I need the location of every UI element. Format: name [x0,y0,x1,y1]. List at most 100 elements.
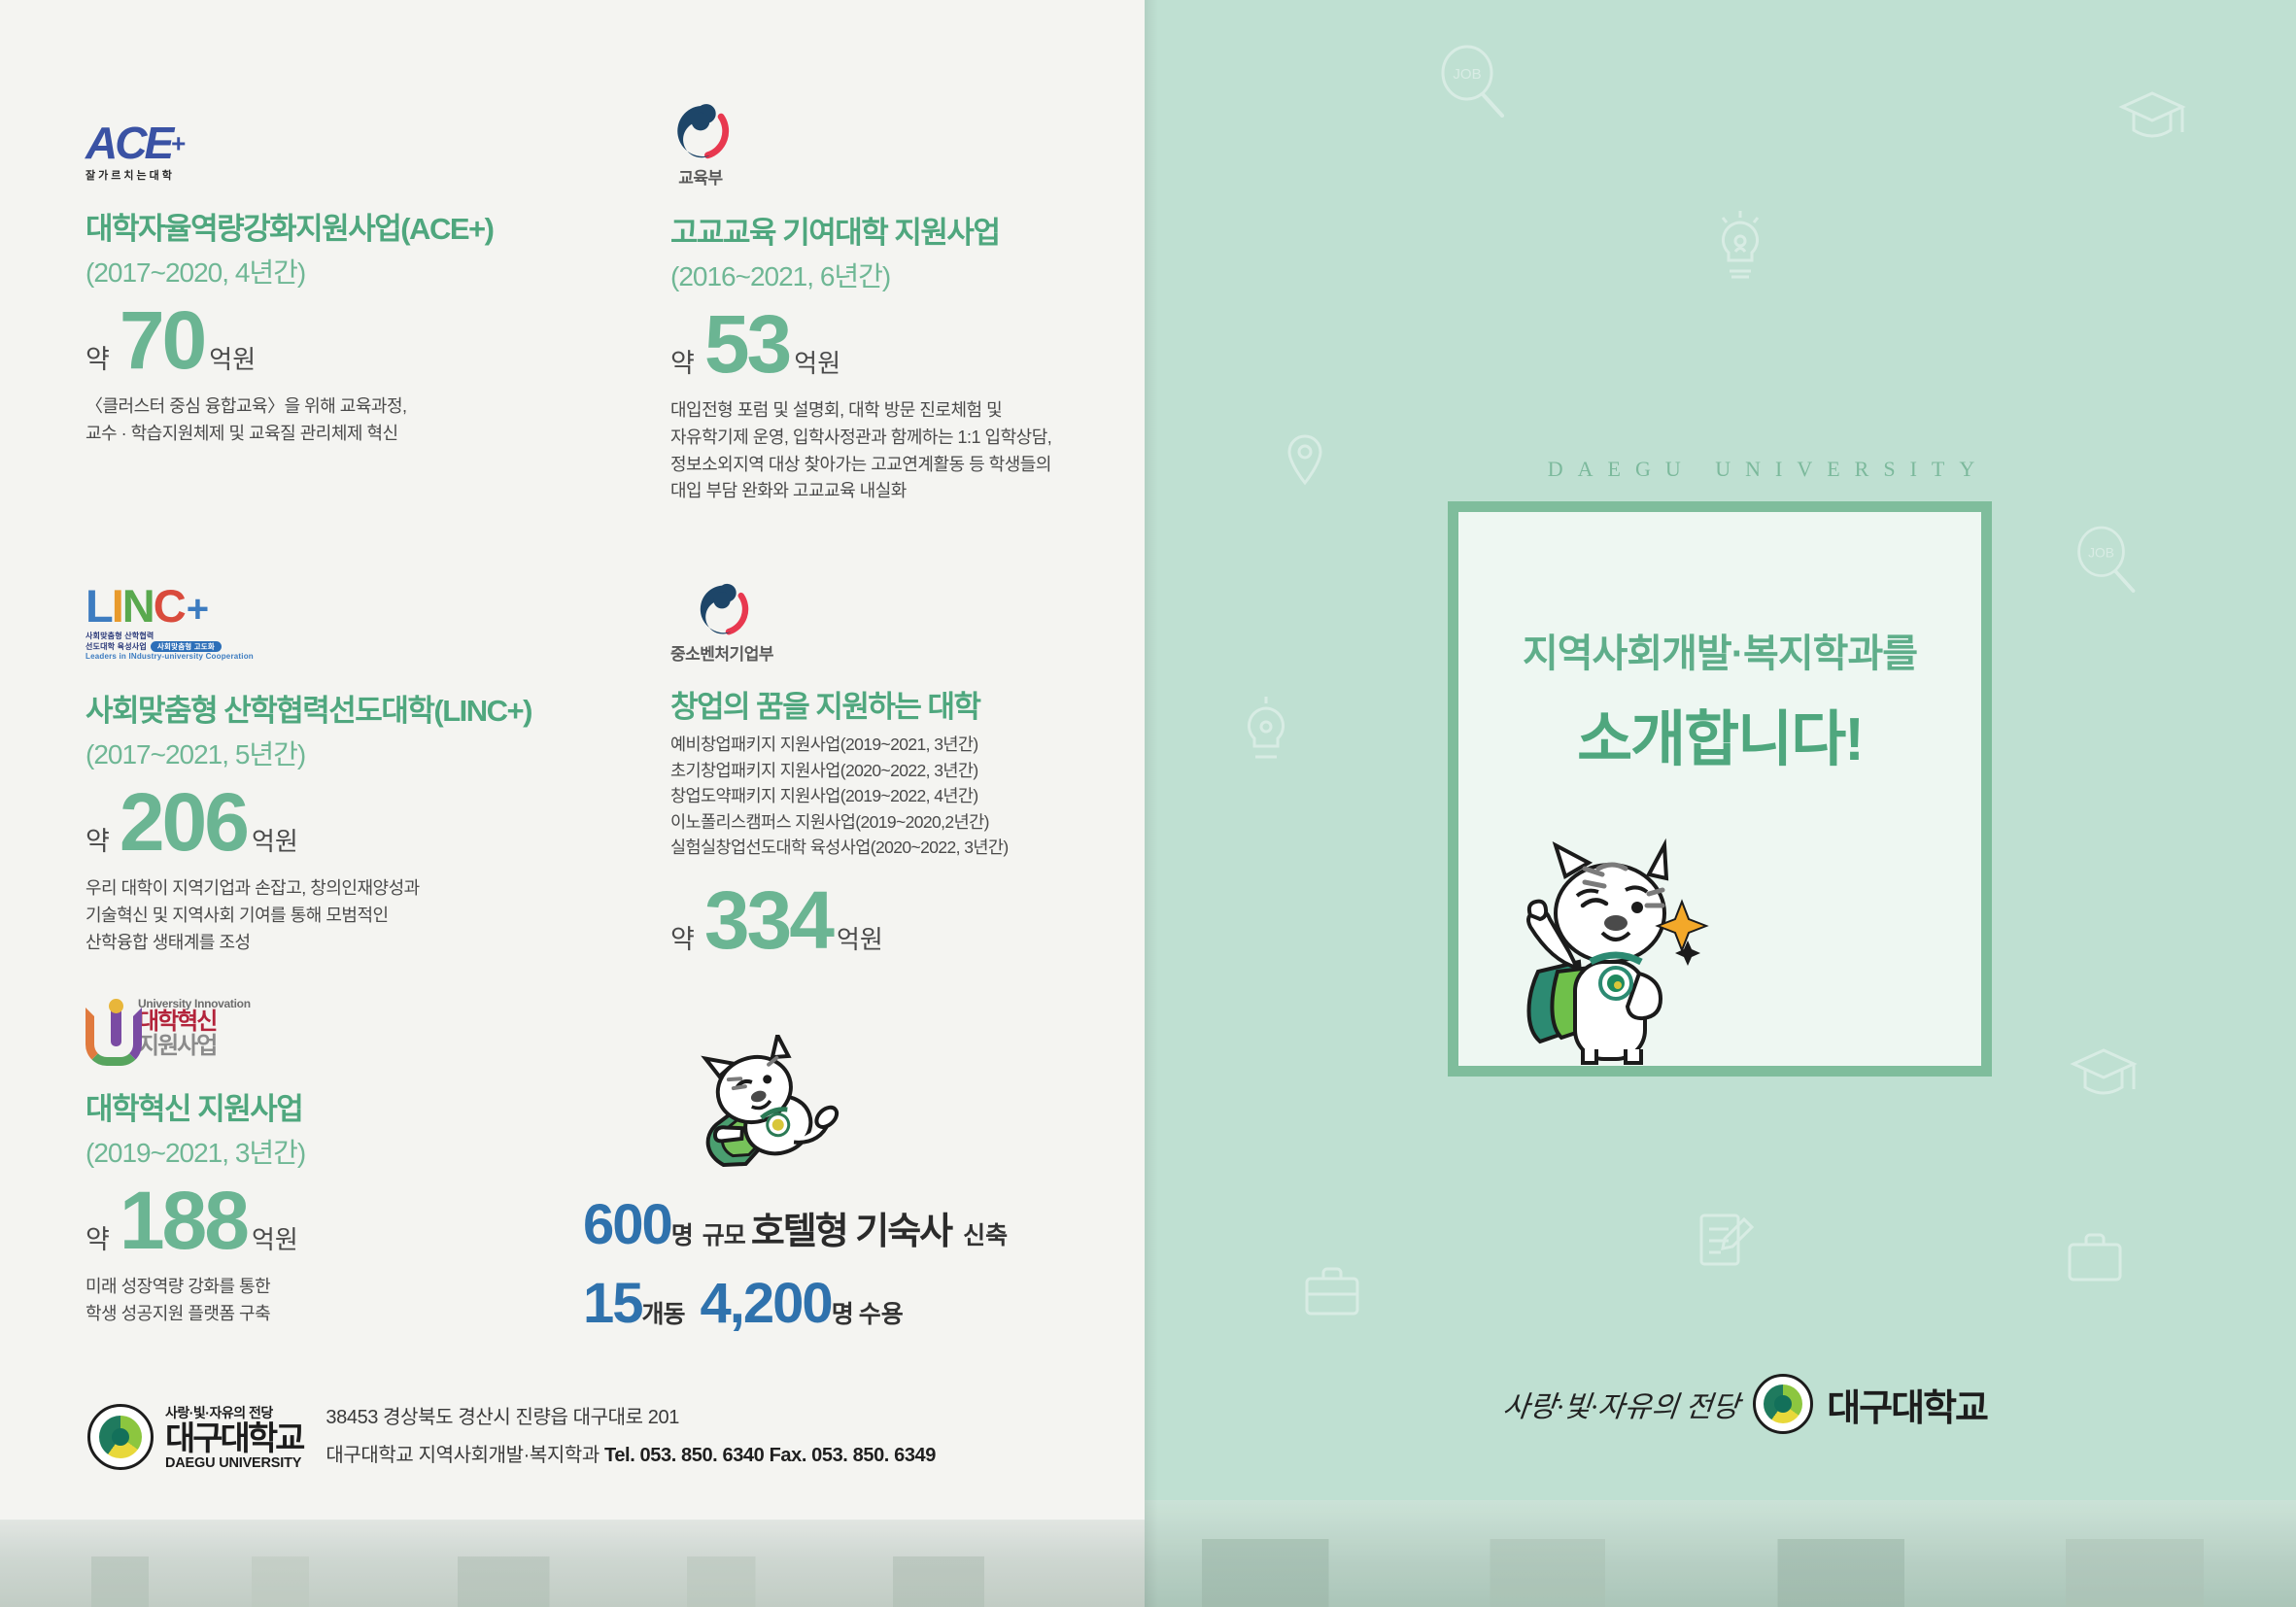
ui-logo-kr2: 지원사업 [138,1033,218,1060]
fold-seam [1145,0,1158,1607]
taegeuk-icon [677,104,730,159]
dorm-stat-line-2: 15 개동 4,200 명 수용 [583,1272,1127,1337]
program-amount-linc: 약 206 억원 [86,776,542,868]
amount-value: 206 [119,776,250,868]
amount-unit: 억원 [209,345,257,374]
cover-title-line1: 지역사회개발·복지학과를 [1522,633,1918,675]
dorm-build-label: 신축 [963,1222,1009,1249]
dorm-capacity-unit: 명 [670,1222,694,1249]
linc-sub-line1: 사회맞춤형 산학협력 [86,632,154,640]
ministry-of-education-logo: 교육부 [670,101,1079,188]
program-period-innovation: (2019~2021, 3년간) [86,1138,306,1168]
ministry-name: 중소벤처기업부 [670,645,773,664]
linc-logo-pill: 사회맞춤형 고도화 [150,641,222,653]
university-innovation-logo: University Innovation 대학혁신 지원사업 [86,993,503,1066]
university-slogan: 사랑·빛·자유의 전당 [1500,1391,1741,1423]
cover-eyebrow: DAEGU UNIVERSITY [1547,457,1990,481]
amount-unit: 억원 [252,827,298,856]
program-block-startup: 중소벤처기업부 창업의 꿈을 지원하는 대학 예비창업패키지 지원사업(2019… [670,581,1098,966]
list-item: 초기창업패키지 지원사업(2020~2022, 3년간) [670,760,978,780]
program-block-ace: ACE+ 잘가르치는대학 대학자율역량강화지원사업(ACE+) (2017~20… [86,101,503,448]
program-title-linc: 사회맞춤형 산학협력선도대학(LINC+) [86,694,532,728]
program-block-highschool: 교육부 고교교육 기여대학 지원사업 (2016~2021, 6년간) 약 53… [670,101,1079,505]
linc-logo-word: L I N C + [86,580,209,632]
program-desc-highschool: 대입전형 포럼 및 설명회, 대학 방문 진로체험 및 자유학기제 운영, 입학… [670,399,1052,501]
daegu-university-logo: 사랑·빛·자유의 전당 대구대학교 DAEGU UNIVERSITY [87,1403,305,1471]
dormitory-stats: 600 명 규모 호텔형 기숙사 신축 15 개동 4,200 명 수용 [583,1193,1127,1336]
amount-value: 53 [703,298,792,390]
contact-line: 대구대학교 지역사회개발·복지학과 Tel. 053. 850. 6340 Fa… [326,1437,936,1475]
amount-prefix: 약 [86,827,110,856]
ministry-of-smes-and-startups-logo: 중소벤처기업부 [670,581,1098,665]
startup-program-list: 예비창업패키지 지원사업(2019~2021, 3년간) 초기창업패키지 지원사… [670,732,1098,861]
campus-photo-strip [1145,1500,2296,1607]
amount-prefix: 약 [670,349,695,378]
university-slogan: 사랑·빛·자유의 전당 [165,1405,273,1420]
program-period-highschool: (2016~2021, 6년간) [670,261,891,291]
cover-university-logo: 사랑·빛·자유의 전당 대구대학교 [1457,1370,1989,1438]
amount-prefix: 약 [670,924,695,954]
fax: Fax. 053. 850. 6349 [769,1445,937,1466]
linc-plus-logo: L I N C + 사회맞춤형 산학협력 선도대학 육성사업 사회맞춤형 고도화 Lead… [86,583,542,667]
dorm-scale-label: 규모 [702,1222,746,1249]
department-name: 대구대학교 지역사회개발·복지학과 [326,1445,600,1466]
university-name-en: DAEGU UNIVERSITY [165,1455,302,1471]
ministry-name: 교육부 [678,169,723,188]
amount-value: 70 [119,294,207,386]
program-period-linc: (2017~2021, 5년간) [86,739,306,769]
linc-sub-line2: 선도대학 육성사업 [86,642,147,651]
dorm-building-unit: 개동 [641,1300,686,1328]
amount-prefix: 약 [86,1225,110,1254]
university-crest-icon [1753,1374,1814,1434]
taegeuk-icon [700,583,749,635]
program-block-innovation: University Innovation 대학혁신 지원사업 대학혁신 지원사… [86,993,503,1328]
contact-info: 38453 경상북도 경산시 진량읍 대구대로 201 대구대학교 지역사회개발… [326,1399,936,1475]
footer: 사랑·빛·자유의 전당 대구대학교 DAEGU UNIVERSITY 38453… [87,1399,1059,1475]
amount-unit: 억원 [252,1225,298,1254]
left-inside-panel: ACE+ 잘가르치는대학 대학자율역량강화지원사업(ACE+) (2017~20… [0,0,1145,1607]
program-title-highschool: 고교교육 기여대학 지원사업 [670,216,1001,250]
linc-logo-subtitle: 사회맞춤형 산학협력 선도대학 육성사업 사회맞춤형 고도화 Leaders in… [86,632,254,662]
list-item: 실험실창업선도대학 육성사업(2020~2022, 3년간) [670,838,1009,858]
ui-logo-english: University Innovation [138,997,251,1011]
program-title-ace: 대학자율역량강화지원사업(ACE+) [86,212,495,246]
dorm-total-unit: 명 [831,1300,854,1328]
dorm-building-number: 15 [583,1271,643,1335]
dorm-occupancy-label: 수용 [858,1300,904,1328]
campus-photo-strip [0,1520,1145,1607]
amount-unit: 억원 [837,924,883,954]
tiger-mascot-flying [680,1029,855,1219]
right-cover-panel [1145,0,2296,1607]
list-item: 이노폴리스캠퍼스 지원사업(2019~2020,2년간) [670,811,989,832]
program-desc-linc: 우리 대학이 지역기업과 손잡고, 창의인재양성과 기술혁신 및 지역사회 기여… [86,877,420,952]
university-name-kr: 대구대학교 [165,1420,305,1457]
amount-value: 188 [119,1175,250,1266]
dorm-type-label: 호텔형 기숙사 [750,1212,953,1252]
ui-logo-kr1: 대학혁신 [138,1009,218,1036]
tiger-mascot-standing [1501,826,1725,1083]
telephone: Tel. 053. 850. 6340 [604,1445,765,1466]
dorm-capacity-number: 600 [583,1193,673,1256]
amount-prefix: 약 [86,345,110,374]
ui-mark-icon [86,999,142,1066]
list-item: 창업도약패키지 지원사업(2019~2022, 4년간) [670,786,978,806]
university-name-kr: 대구대학교 [1827,1387,1989,1429]
program-amount-innovation: 약 188 억원 [86,1175,503,1266]
amount-value: 334 [703,873,835,966]
program-desc-innovation: 미래 성장역량 강화를 통한 학생 성공지원 플랫폼 구축 [86,1276,271,1323]
ace-logo-plus: + [171,128,187,158]
ace-plus-logo: ACE+ 잘가르치는대학 [86,101,503,183]
cover-title-line2: 소개합니다! [1577,706,1865,773]
list-item: 예비창업패키지 지원사업(2019~2021, 3년간) [670,735,978,754]
program-block-linc: L I N C + 사회맞춤형 산학협력 선도대학 육성사업 사회맞춤형 고도화 Lead… [86,583,542,956]
ace-logo-subtitle: 잘가르치는대학 [86,170,175,182]
dorm-total-number: 4,200 [700,1271,834,1335]
university-crest-icon [87,1404,154,1470]
program-amount-highschool: 약 53 억원 [670,298,1079,390]
program-amount-startup: 약 334 억원 [670,873,1098,966]
program-desc-ace: 〈클러스터 중심 융합교육〉을 위해 교육과정, 교수 · 학습지원체제 및 교… [86,395,407,443]
program-period-ace: (2017~2020, 4년간) [86,257,306,288]
program-title-startup: 창업의 꿈을 지원하는 대학 [670,690,981,724]
address-line: 38453 경상북도 경산시 진량읍 대구대로 201 [326,1407,679,1428]
